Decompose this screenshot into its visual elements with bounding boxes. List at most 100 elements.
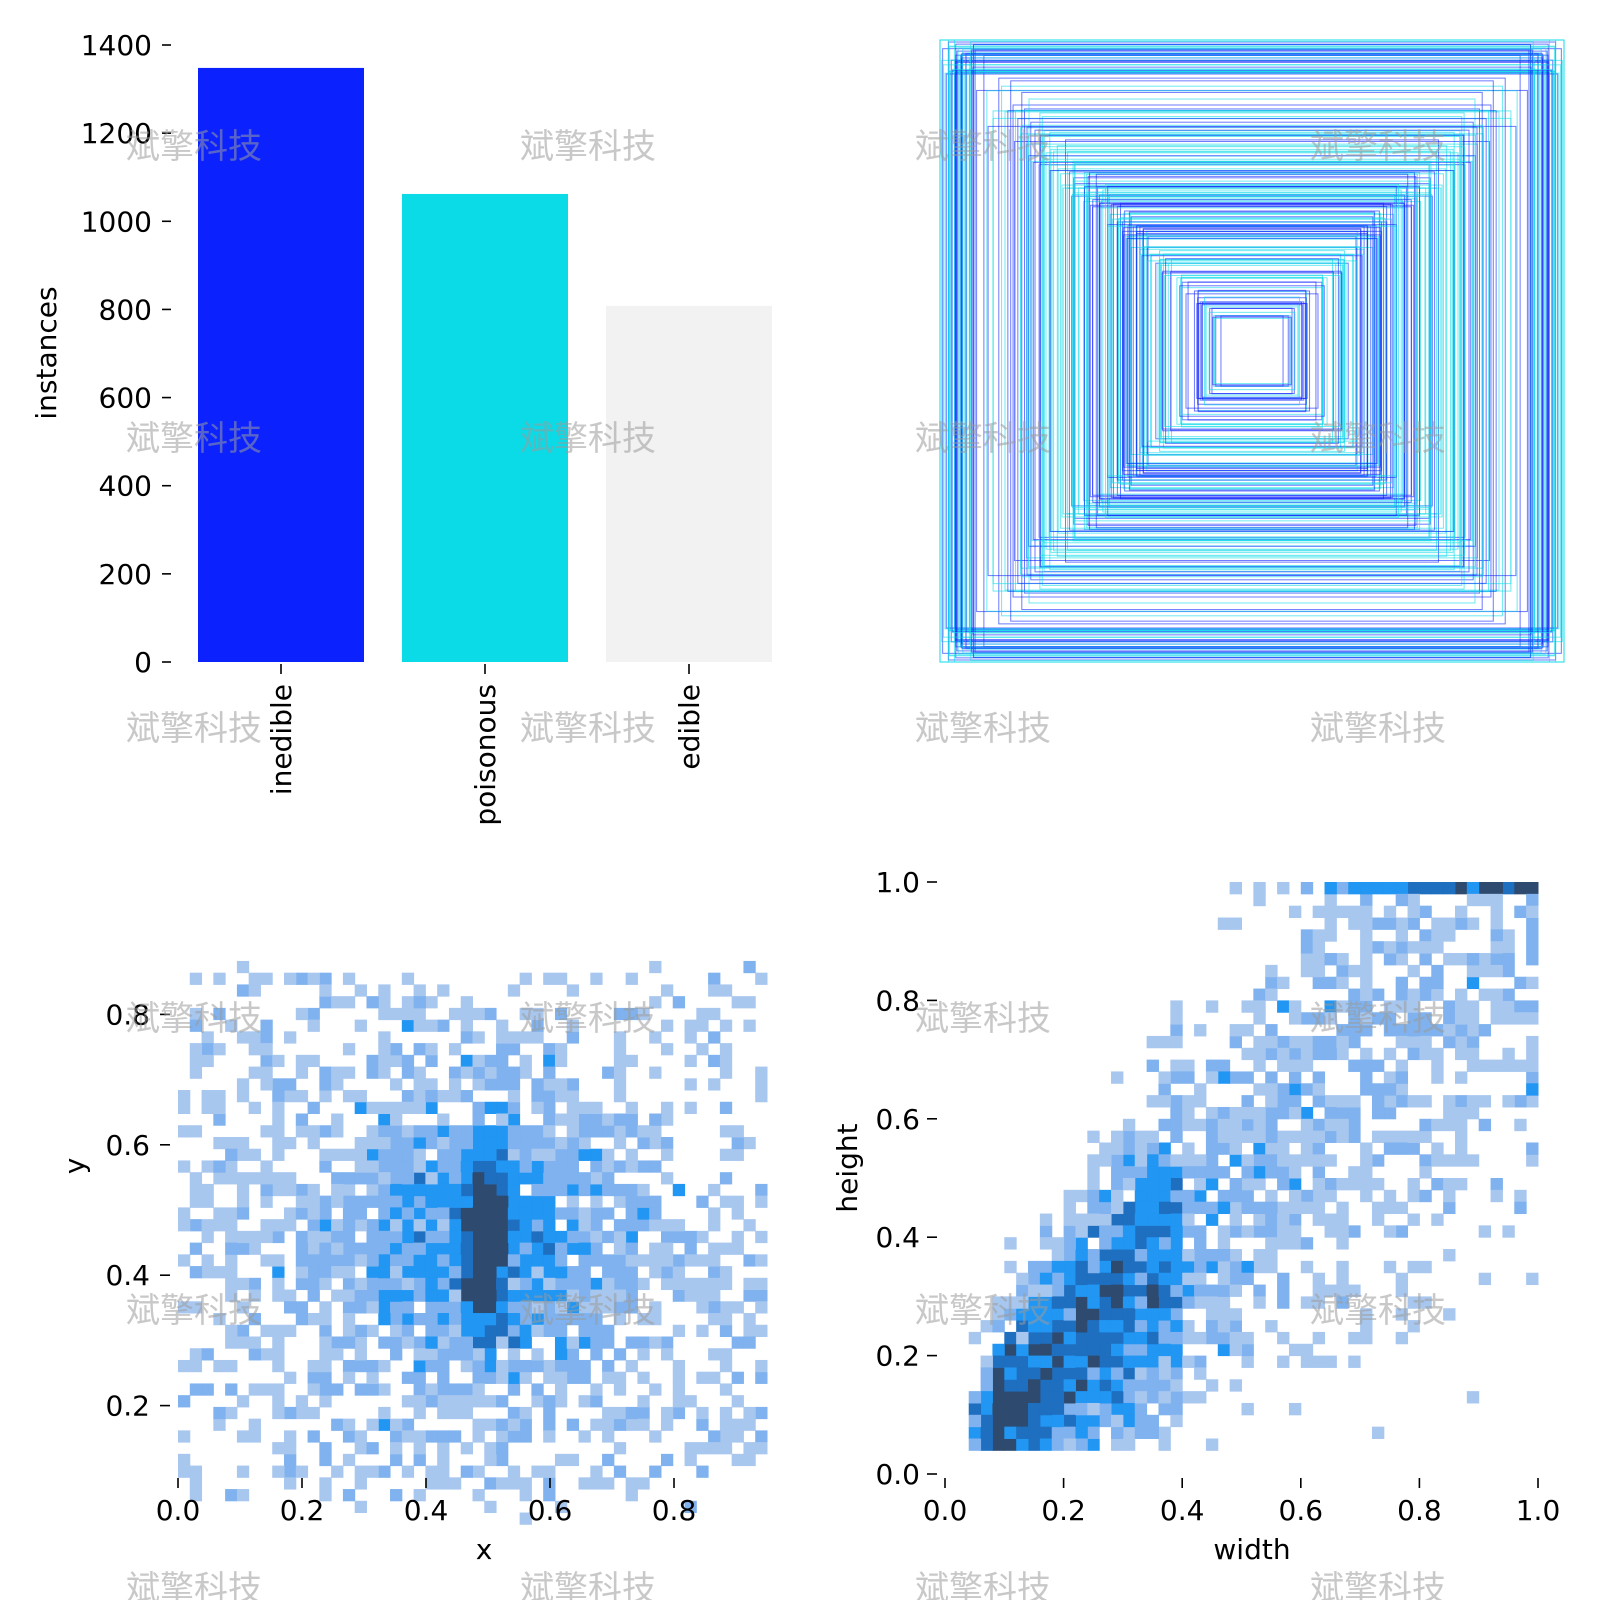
wh-bin: [1146, 1260, 1159, 1274]
wh-bin: [1490, 1000, 1503, 1013]
xy-bin: [696, 1007, 709, 1021]
xy-bin: [307, 1430, 320, 1443]
wh-bin: [1158, 1343, 1171, 1357]
wh-ytick-label: 1.0: [875, 866, 920, 899]
box-outline: [1146, 260, 1358, 442]
wh-bin: [1146, 1166, 1159, 1179]
xy-bin: [390, 1183, 403, 1197]
xy-bin: [696, 1406, 709, 1420]
xy-bin: [519, 1512, 532, 1525]
xy-bin: [366, 1230, 379, 1244]
xy-bin: [484, 1160, 497, 1173]
xy-bin: [284, 1031, 297, 1044]
xy-bin: [660, 1043, 674, 1056]
xy-bin: [437, 1383, 450, 1396]
xy-bin: [566, 1031, 580, 1044]
wh-bin: [1158, 1296, 1171, 1309]
watermark-text: 斌擎科技: [126, 127, 262, 167]
xy-bin: [708, 1301, 721, 1314]
wh-bin: [1526, 1095, 1539, 1108]
wh-bin: [1170, 1391, 1183, 1404]
wh-bin: [1324, 1095, 1337, 1108]
xy-bin: [743, 1219, 756, 1232]
wh-bin: [1253, 1118, 1266, 1132]
xy-bin: [425, 1242, 438, 1255]
xy-bin: [284, 1289, 297, 1302]
wh-bin: [1336, 964, 1349, 978]
xy-bin: [719, 1348, 733, 1361]
wh-bin: [1039, 1331, 1053, 1345]
wh-bin: [1170, 1414, 1183, 1428]
wh-bin: [1146, 1249, 1159, 1262]
xy-bin: [519, 1007, 532, 1021]
watermark-text: 斌擎科技: [915, 709, 1051, 749]
xy-bin: [401, 1207, 415, 1220]
xy-bin: [307, 1136, 320, 1150]
wh-bin: [1182, 1225, 1195, 1238]
wh-bin: [1443, 1189, 1456, 1203]
wh-bin: [1395, 1071, 1409, 1084]
wh-bin: [1395, 988, 1409, 1001]
wh-bin: [1265, 976, 1278, 990]
xy-bin: [189, 1219, 203, 1232]
xy-bin: [437, 1442, 450, 1455]
wh-bin: [1312, 1083, 1326, 1096]
wh-bin: [1277, 1106, 1290, 1120]
xy-bin: [484, 1136, 497, 1150]
wh-bin: [1265, 1201, 1278, 1215]
wh-bin: [1526, 941, 1539, 954]
wh-bin: [1395, 1272, 1409, 1286]
wh-bin: [1194, 1272, 1207, 1286]
box-outline: [1074, 163, 1430, 539]
wh-bin: [1454, 1178, 1468, 1191]
wh-bin: [1111, 1355, 1124, 1368]
wh-bin: [1039, 1426, 1053, 1439]
xy-bin: [602, 1359, 615, 1373]
xy-bin: [625, 1183, 638, 1197]
xy-bin: [437, 1453, 450, 1467]
xy-bin: [413, 1078, 426, 1091]
xy-bin: [225, 1207, 238, 1220]
xy-bin: [719, 1301, 733, 1314]
xy-bin: [719, 1277, 733, 1291]
wh-bin: [1253, 1000, 1266, 1013]
xy-bin: [484, 1101, 497, 1115]
xy-bin: [613, 1418, 627, 1431]
wh-bin: [1360, 953, 1373, 966]
xy-bin: [260, 1195, 273, 1208]
wh-bin: [1170, 1024, 1183, 1037]
xy-bin: [719, 1383, 733, 1396]
wh-bin: [980, 1391, 993, 1404]
xy-bin: [401, 996, 415, 1009]
xy-bin: [213, 1359, 226, 1373]
xy-bin: [425, 1101, 438, 1115]
xy-bin: [554, 1453, 568, 1467]
wh-bin: [1217, 1106, 1231, 1120]
wh-bin: [1360, 929, 1373, 942]
wh-bin: [1336, 1118, 1349, 1132]
xy-bin: [448, 1277, 462, 1291]
xy-bin: [696, 1442, 709, 1455]
wh-bin: [1454, 953, 1468, 966]
xy-bin: [496, 1136, 509, 1150]
xy-bin: [590, 1148, 603, 1161]
wh-bin: [1324, 1189, 1337, 1203]
wh-bin: [1312, 1012, 1326, 1025]
xy-bin: [225, 1289, 238, 1302]
wh-bin: [1348, 1035, 1361, 1049]
xy-bin: [755, 1371, 768, 1384]
wh-bin: [1324, 1118, 1337, 1132]
xy-bin: [413, 1254, 426, 1267]
xy-bin: [507, 1301, 521, 1314]
xy-bin: [366, 1160, 379, 1173]
wh-bin: [1134, 1142, 1148, 1155]
xy-bin: [319, 1336, 332, 1349]
box-outline: [945, 73, 1559, 629]
wh-bin: [1466, 976, 1480, 990]
wh-bin: [1051, 1249, 1065, 1262]
xy-bin: [743, 1406, 756, 1420]
wh-bin: [1241, 1178, 1254, 1191]
xy-bin: [248, 1383, 261, 1396]
xy-bin: [496, 1195, 509, 1208]
wh-bin: [1312, 953, 1326, 966]
